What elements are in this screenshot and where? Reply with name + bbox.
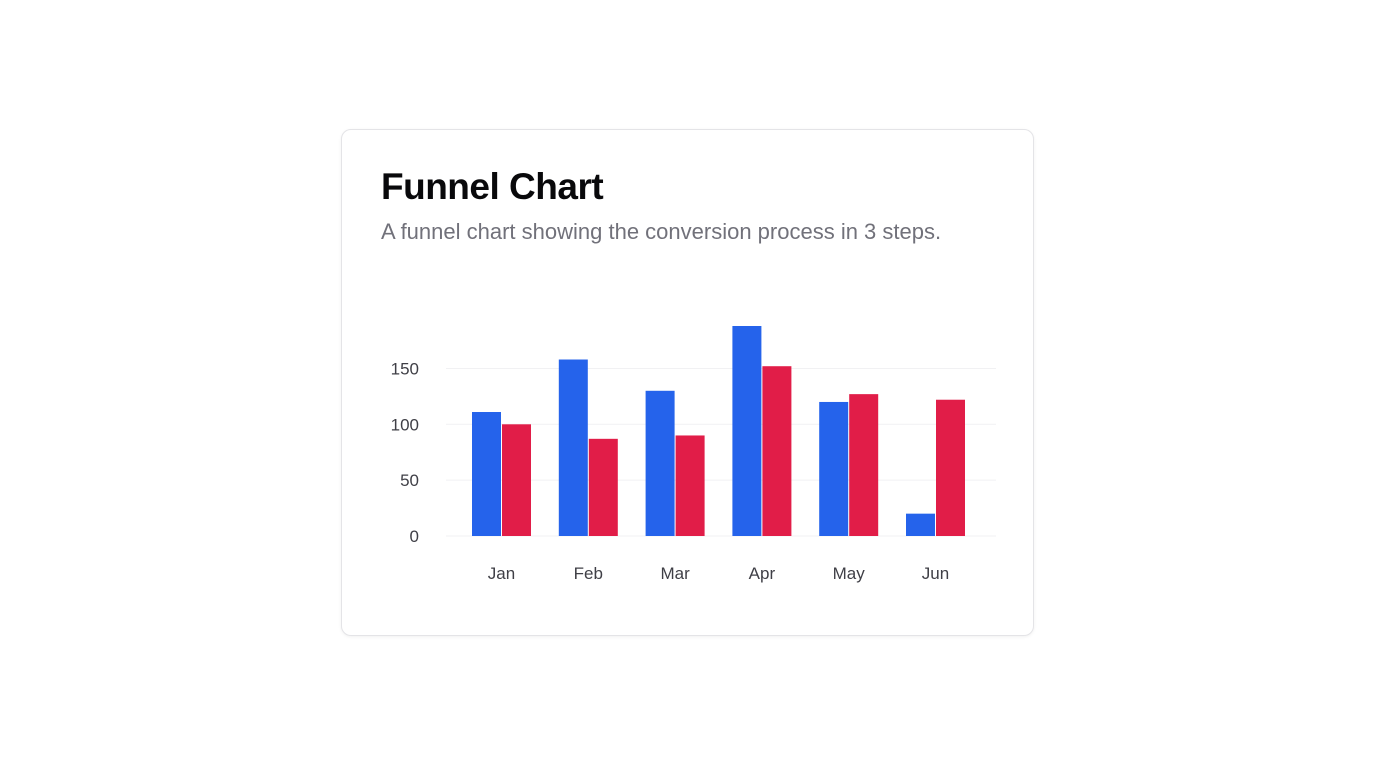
- x-tick-label: Apr: [749, 564, 776, 583]
- card-title: Funnel Chart: [381, 166, 604, 207]
- y-tick-label: 50: [400, 471, 419, 490]
- x-tick-label: Jun: [922, 564, 949, 583]
- bar-apr-series-2: [762, 366, 792, 536]
- y-tick-label: 150: [391, 359, 419, 378]
- bar-apr-series-1: [732, 326, 762, 536]
- x-tick-label: Mar: [660, 564, 690, 583]
- bar-jun-series-2: [936, 399, 965, 536]
- x-tick-label: Feb: [574, 564, 603, 583]
- chart-card: Funnel Chart A funnel chart showing the …: [341, 129, 1034, 636]
- y-tick-label: 0: [410, 527, 419, 546]
- card-description: A funnel chart showing the conversion pr…: [381, 219, 942, 244]
- bar-jan-series-1: [472, 412, 501, 536]
- bar-may-series-2: [849, 394, 879, 536]
- bar-may-series-1: [819, 401, 849, 536]
- bar-jun-series-1: [906, 513, 935, 536]
- bar-jan-series-2: [502, 424, 531, 536]
- y-tick-label: 100: [391, 415, 419, 434]
- x-tick-label: Jan: [488, 564, 515, 583]
- bar-mar-series-2: [675, 435, 705, 536]
- bar-mar-series-1: [645, 390, 675, 536]
- bar-chart: 0 50 100 150 Jan Feb Mar Apr May Jun: [391, 326, 996, 583]
- bar-feb-series-2: [588, 438, 618, 536]
- x-tick-label: May: [833, 564, 866, 583]
- bar-feb-series-1: [558, 359, 588, 536]
